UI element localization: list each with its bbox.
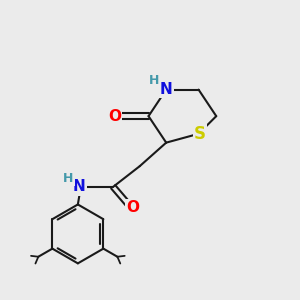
Text: H: H	[148, 74, 159, 87]
Text: N: N	[73, 179, 86, 194]
Text: O: O	[108, 109, 121, 124]
Text: S: S	[194, 125, 206, 143]
Text: O: O	[126, 200, 139, 215]
Text: N: N	[160, 82, 172, 97]
Text: H: H	[63, 172, 74, 185]
